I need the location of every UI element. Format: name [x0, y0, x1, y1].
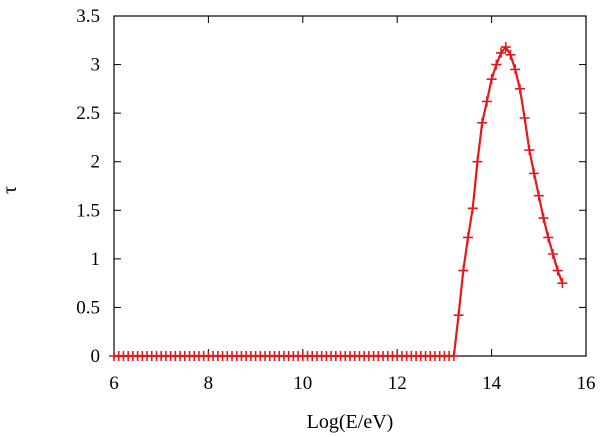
- data-point-marker: [458, 265, 469, 276]
- y-tick-label: 3: [91, 55, 101, 76]
- data-point-marker: [524, 145, 535, 156]
- data-point-marker: [557, 278, 568, 289]
- data-point-marker: [510, 64, 521, 75]
- data-point-marker: [486, 74, 497, 85]
- x-tick-label: 12: [388, 373, 407, 394]
- data-point-marker: [448, 351, 459, 361]
- y-tick-label: 3.5: [76, 6, 100, 27]
- y-tick-label: 0.5: [76, 297, 100, 318]
- y-axis-label: τ: [0, 186, 21, 194]
- x-tick-label: 14: [482, 373, 502, 394]
- data-point-marker: [500, 42, 511, 53]
- data-point-marker: [533, 190, 544, 201]
- x-tick-label: 16: [577, 373, 596, 394]
- y-tick-labels: 0 0.5 1 1.5 2 2.5 3 3.5: [76, 6, 100, 367]
- data-point-marker: [552, 265, 563, 276]
- data-point-marker: [514, 83, 525, 94]
- data-point-marker: [519, 113, 530, 123]
- x-axis-label: Log(E/eV): [307, 411, 394, 433]
- y-tick-label: 2.5: [76, 103, 100, 124]
- data-point-marker: [543, 232, 554, 243]
- y-tick-label: 0: [91, 346, 101, 367]
- data-point-marker: [477, 117, 488, 128]
- data-point-marker: [547, 249, 558, 259]
- x-tick-labels: 6 8 10 12 14 16: [109, 373, 595, 394]
- series-layer: [109, 42, 568, 361]
- x-tick-label: 10: [293, 373, 312, 394]
- y-tick-label: 1: [91, 249, 101, 270]
- data-point-marker: [453, 310, 464, 321]
- data-point-marker: [538, 213, 549, 224]
- x-tick-label: 8: [204, 373, 214, 394]
- data-point-marker: [491, 59, 502, 70]
- data-point-marker: [496, 47, 507, 58]
- data-point-marker: [463, 232, 473, 243]
- data-point-marker: [529, 168, 540, 179]
- data-point-marker: [505, 49, 516, 60]
- data-point-marker: [481, 96, 492, 107]
- data-point-marker: [467, 203, 478, 214]
- y-tick-label: 1.5: [76, 200, 100, 221]
- data-point-marker: [472, 156, 483, 167]
- series-line: [114, 45, 564, 358]
- x-tick-label: 6: [109, 373, 119, 394]
- y-tick-label: 2: [91, 152, 101, 173]
